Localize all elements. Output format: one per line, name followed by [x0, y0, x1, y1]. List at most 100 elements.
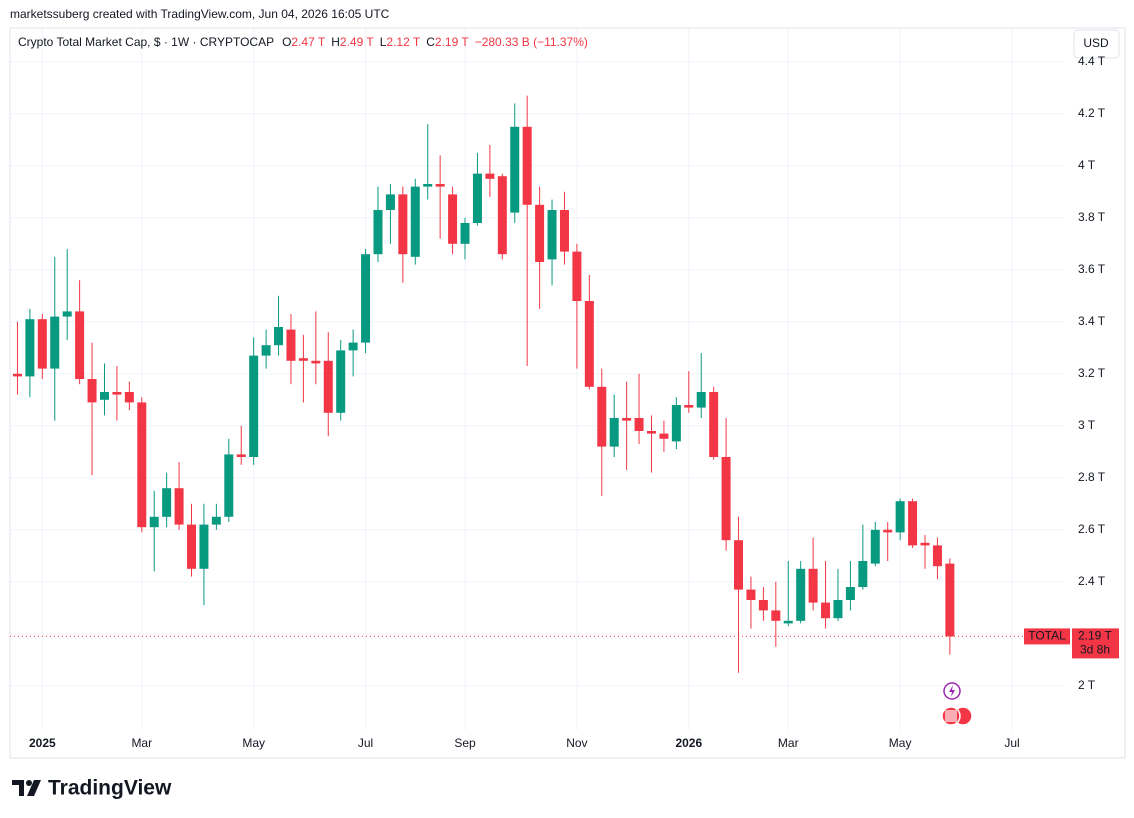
event-icons: [941, 682, 973, 726]
y-tick-label: 3 T: [1078, 418, 1096, 432]
candle-body: [361, 254, 371, 343]
grid-layer: [10, 28, 1063, 730]
candle-body: [746, 589, 756, 600]
candle-body: [547, 210, 557, 260]
candle-body: [137, 402, 147, 528]
candle-body: [274, 327, 284, 346]
brand-name: TradingView: [48, 777, 172, 800]
candle-body: [883, 529, 893, 533]
candle-body: [199, 524, 209, 569]
y-tick-label: 2.4 T: [1078, 574, 1106, 588]
candle-body: [497, 176, 507, 255]
candle-body: [174, 488, 184, 525]
candle-body: [187, 524, 197, 569]
y-tick-label: 4.4 T: [1078, 54, 1106, 68]
legend-line: Crypto Total Market Cap, $ · 1W · CRYPTO…: [18, 35, 588, 49]
y-tick-label: 3.2 T: [1078, 366, 1106, 380]
candle-body: [945, 563, 955, 637]
candle-body: [684, 405, 694, 408]
candle-body: [211, 516, 221, 525]
candle-body: [323, 360, 333, 413]
candle-body: [622, 418, 632, 421]
candle-body: [149, 516, 159, 528]
candle-body: [721, 457, 731, 541]
candle-body: [435, 184, 445, 187]
candle-body: [236, 454, 246, 457]
candle-body: [410, 186, 420, 257]
currency-label[interactable]: USD: [1083, 36, 1109, 50]
candle-body: [286, 329, 296, 361]
ohlc-value: 2.47 T: [291, 35, 325, 49]
candle-body: [771, 610, 781, 621]
ohlc-key: L: [380, 35, 387, 49]
candle-body: [696, 392, 706, 408]
y-tick-label: 3.4 T: [1078, 314, 1106, 328]
x-tick-label: May: [242, 736, 265, 750]
candle-body: [920, 542, 930, 546]
candle-body: [796, 568, 806, 621]
candle-body: [646, 431, 656, 434]
attribution: marketssuberg created with TradingView.c…: [10, 7, 390, 21]
candle-body: [485, 173, 495, 179]
candle-body: [261, 345, 271, 356]
countdown-label: 3d 8h: [1080, 643, 1110, 657]
candle-body: [559, 210, 569, 252]
candle-body: [833, 600, 843, 619]
candle-body: [124, 392, 134, 403]
ohlc-key: O: [282, 35, 291, 49]
candle-body: [758, 600, 768, 611]
x-tick-label: 2025: [29, 736, 56, 750]
symbol-title: Crypto Total Market Cap, $ · 1W · CRYPTO…: [18, 35, 274, 49]
candle-body: [224, 454, 234, 517]
y-tick-label: 3.8 T: [1078, 210, 1106, 224]
candle-body: [348, 342, 358, 351]
logo-shape: [27, 780, 41, 796]
candle-body: [336, 350, 346, 413]
candle-body: [709, 392, 719, 457]
candle-body: [162, 488, 172, 517]
x-tick-label: Nov: [566, 736, 587, 750]
y-tick-label: 2.8 T: [1078, 470, 1106, 484]
candle-body: [870, 529, 880, 564]
candle-body: [609, 418, 619, 447]
logo-shape: [12, 780, 24, 796]
currency-button[interactable]: [1073, 29, 1120, 59]
candle-body: [522, 126, 532, 205]
event-icon-glyph: [949, 685, 955, 697]
candle-body: [671, 405, 681, 442]
candle-body: [25, 319, 35, 377]
ohlc-key: H: [331, 35, 340, 49]
candle-body: [112, 392, 122, 395]
series-tag: [1024, 628, 1070, 645]
candle-body: [510, 126, 520, 213]
y-tick-label: 2.6 T: [1078, 522, 1106, 536]
candle-body: [734, 540, 744, 590]
logo-shape: [26, 780, 32, 786]
candle-body: [659, 433, 669, 439]
candle-body: [249, 355, 259, 457]
candle-body: [99, 392, 109, 400]
candle-body: [597, 386, 607, 447]
candle-body: [311, 360, 321, 364]
y-tick-label: 2 T: [1078, 678, 1096, 692]
candle-body: [50, 316, 60, 369]
x-tick-label: Mar: [778, 736, 799, 750]
price-tag-label: 2.19 T: [1078, 629, 1112, 643]
candle-body: [385, 194, 395, 210]
candle-body: [783, 620, 793, 624]
ohlc-value: 2.19 T: [435, 35, 469, 49]
candle-body: [87, 379, 97, 403]
candle-body: [845, 587, 855, 600]
candle-body: [572, 251, 582, 301]
candle-body: [12, 373, 22, 377]
ohlc-value: 2.49 T: [340, 35, 374, 49]
ohlc-value: 2.12 T: [386, 35, 420, 49]
candle-body: [584, 301, 594, 387]
candle-body: [448, 194, 458, 244]
candle-body: [298, 358, 308, 361]
candle-body: [634, 418, 644, 431]
candle-body: [932, 545, 942, 567]
x-tick-label: 2026: [675, 736, 702, 750]
candle-body: [895, 501, 905, 533]
